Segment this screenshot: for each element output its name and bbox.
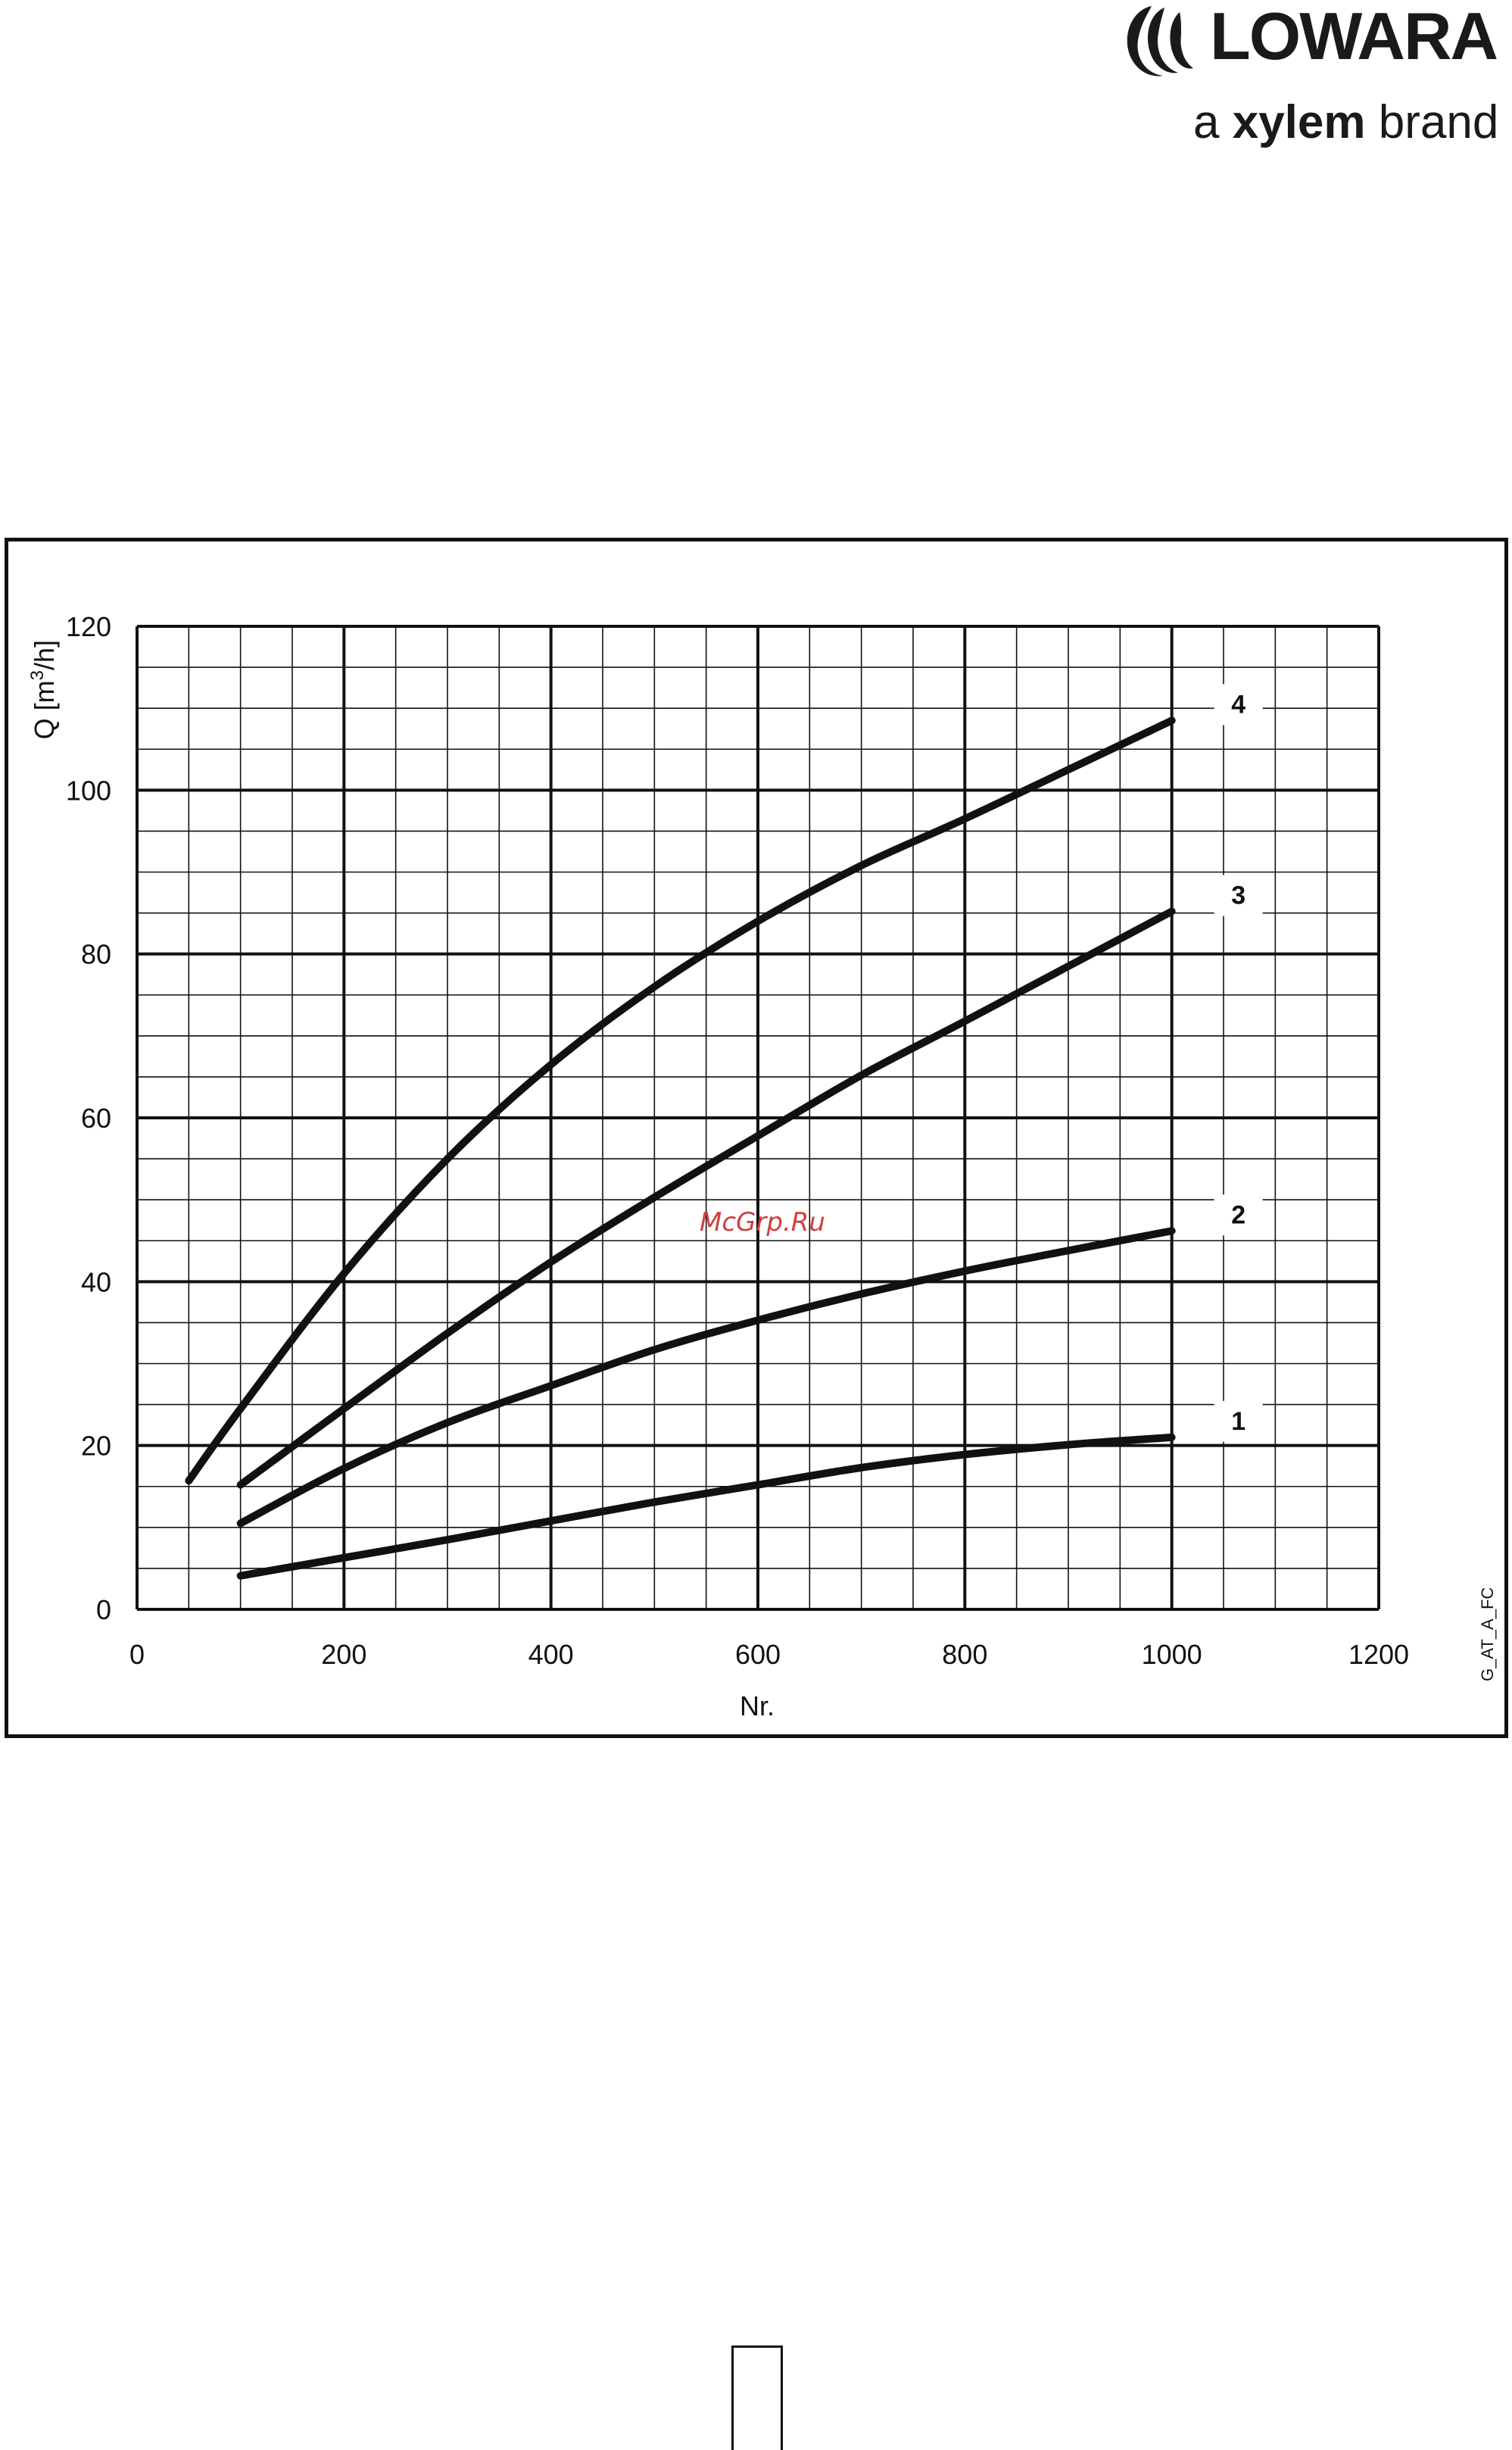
lowara-drop-icon [1127,6,1193,76]
series-label-3: 3 [1231,881,1245,910]
series-label-bg [1214,1194,1263,1236]
y-tick-label: 120 [66,611,111,642]
tagline-suffix: brand [1366,96,1499,148]
y-tick-label: 20 [81,1431,111,1462]
grid-major [136,625,1380,1611]
x-tick-label: 600 [735,1639,781,1670]
y-tick-label: 100 [66,775,111,806]
y-axis-label-end: /h] [29,640,60,670]
series-line-3 [236,907,1176,1489]
series-label-bg [1214,875,1263,916]
x-tick-label: 1200 [1348,1639,1409,1670]
x-tick-label: 1000 [1142,1639,1202,1670]
tagline-brand: xylem [1233,96,1366,148]
brand-tagline: a xylem brand [1193,96,1498,148]
y-axis-label: Q [m3/h] [27,640,60,739]
axis-tick-labels: 0 200 400 600 800 1000 1200 0 20 40 60 80 100 120 [66,611,1409,1670]
page-number-box [731,2345,783,2450]
series-line-4 [185,716,1176,1485]
y-axis-label-main: Q [m [29,680,60,739]
series-line-1 [236,1433,1176,1580]
x-tick-label: 400 [528,1639,574,1670]
y-tick-label: 40 [81,1266,111,1297]
series-layer [185,716,1176,1580]
series-line-2 [236,1227,1176,1528]
series-label-bg [1214,1400,1263,1442]
series-label-1: 1 [1231,1407,1245,1436]
y-tick-label: 0 [96,1594,111,1625]
x-tick-label: 800 [942,1639,987,1670]
watermark: McGrp.Ru [700,1207,825,1237]
series-label-2: 2 [1231,1200,1245,1229]
x-tick-label: 0 [129,1639,145,1670]
y-axis-label-sup: 3 [27,670,48,680]
brand-name: LOWARA [1210,0,1498,73]
y-tick-label: 60 [81,1103,111,1134]
series-labels: 1 2 3 4 [1214,684,1263,1442]
x-axis-label: Nr. [740,1690,775,1721]
chart-frame: 0 200 400 600 800 1000 1200 0 20 40 60 80 100 120 1 2 3… [5,538,1508,1738]
lowara-logo: LOWARA a xylem brand [1127,0,1499,148]
series-label-bg [1214,684,1263,726]
x-tick-label: 200 [321,1639,366,1670]
tagline-prefix: a [1193,96,1233,148]
series-label-4: 4 [1231,690,1245,719]
chart: 0 200 400 600 800 1000 1200 0 20 40 60 80 100 120 1 2 3… [27,611,1497,1721]
y-tick-label: 80 [81,939,111,970]
figure-code: G_AT_A_FC [1478,1587,1497,1681]
